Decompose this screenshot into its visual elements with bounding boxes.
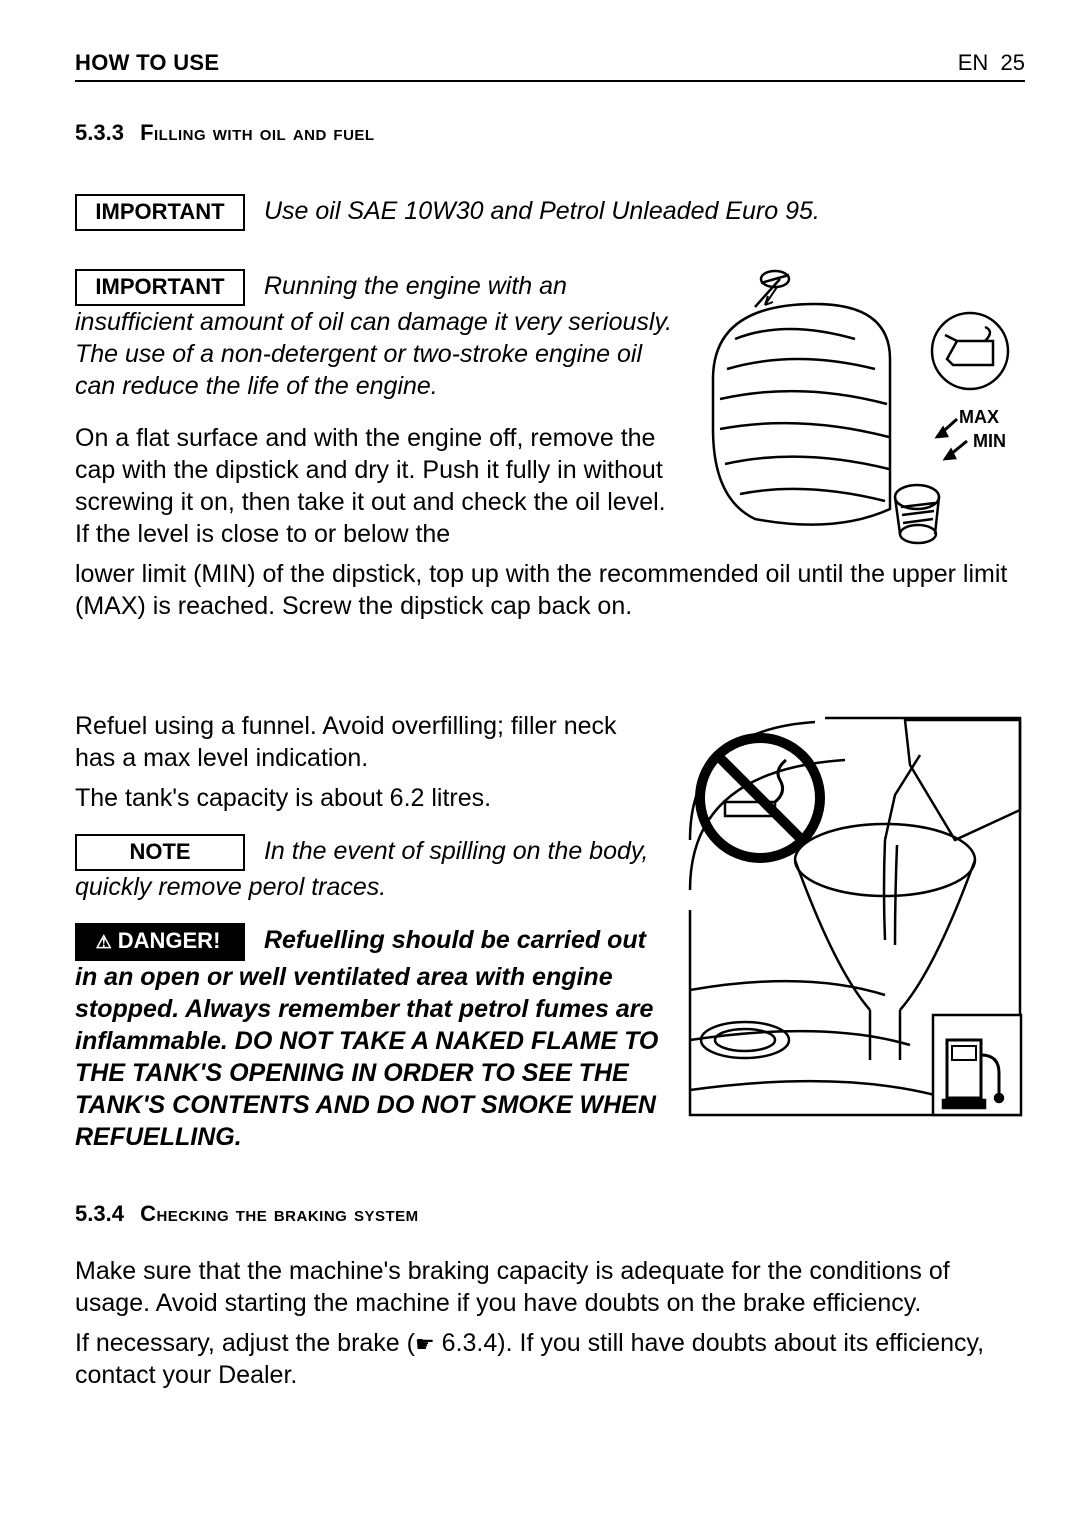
pointer-icon: ☛: [415, 1331, 435, 1356]
header-right: EN 25: [958, 50, 1025, 76]
brake-paragraph-b: If necessary, adjust the brake (☛ 6.3.4)…: [75, 1327, 1025, 1391]
spacer: [75, 642, 1025, 710]
fuel-capacity-paragraph: The tank's capacity is about 6.2 litres.: [75, 782, 659, 814]
header-lang: EN: [958, 50, 989, 75]
danger-refuelling: ⚠ DANGER! Refuelling should be carried ou…: [75, 923, 659, 1152]
warning-triangle-icon: ⚠: [96, 932, 112, 952]
fuel-section-split: Refuel using a funnel. Avoid overfilling…: [75, 710, 1025, 1152]
label-min: MIN: [973, 431, 1006, 451]
note-spill: NOTE In the event of spilling on the bod…: [75, 834, 659, 903]
danger-label: ⚠ DANGER!: [75, 923, 245, 960]
brake-text-b1: If necessary, adjust the brake (: [75, 1329, 415, 1357]
spacer-2: [75, 1153, 1025, 1201]
danger-label-text: DANGER!: [118, 928, 221, 953]
oil-dipstick-illustration: MAX MIN: [705, 269, 1025, 549]
section-title-2: Checking the braking system: [140, 1201, 419, 1226]
fuel-funnel-illustration: [685, 710, 1025, 1120]
section-number-2: 5.3.4: [75, 1201, 124, 1226]
oil-text-column: IMPORTANT Running the engine with an ins…: [75, 269, 679, 558]
label-max: MAX: [959, 407, 999, 427]
header-left: HOW TO USE: [75, 50, 219, 76]
oil-check-paragraph-cont: lower limit (MIN) of the dipstick, top u…: [75, 558, 1025, 622]
brake-paragraph-a: Make sure that the machine's braking cap…: [75, 1255, 1025, 1319]
danger-text: Refuelling should be carried out in an o…: [75, 926, 658, 1150]
important-label-2: IMPORTANT: [75, 269, 245, 306]
important-text: Use oil SAE 10W30 and Petrol Unleaded Eu…: [264, 197, 820, 225]
section-heading-oil-fuel: 5.3.3 Filling with oil and fuel: [75, 120, 1025, 146]
note-label: NOTE: [75, 834, 245, 871]
oil-check-paragraph: On a flat surface and with the engine of…: [75, 422, 679, 550]
brake-ref: 6.3.4: [435, 1329, 498, 1357]
section-title: Filling with oil and fuel: [140, 120, 375, 145]
section-number: 5.3.3: [75, 120, 124, 145]
fuel-refuel-paragraph: Refuel using a funnel. Avoid overfilling…: [75, 710, 659, 774]
important-label: IMPORTANT: [75, 194, 245, 231]
important-oil-spec: IMPORTANT Use oil SAE 10W30 and Petrol U…: [75, 194, 1025, 231]
oil-section-split: IMPORTANT Running the engine with an ins…: [75, 269, 1025, 558]
section-heading-brakes: 5.3.4 Checking the braking system: [75, 1201, 1025, 1227]
oil-illustration-column: MAX MIN: [705, 269, 1025, 554]
page-header: HOW TO USE EN 25: [75, 50, 1025, 82]
fuel-illustration-column: [685, 710, 1025, 1125]
important-oil-damage: IMPORTANT Running the engine with an ins…: [75, 269, 679, 402]
header-page: 25: [1001, 50, 1025, 75]
fuel-text-column: Refuel using a funnel. Avoid overfilling…: [75, 710, 659, 1152]
